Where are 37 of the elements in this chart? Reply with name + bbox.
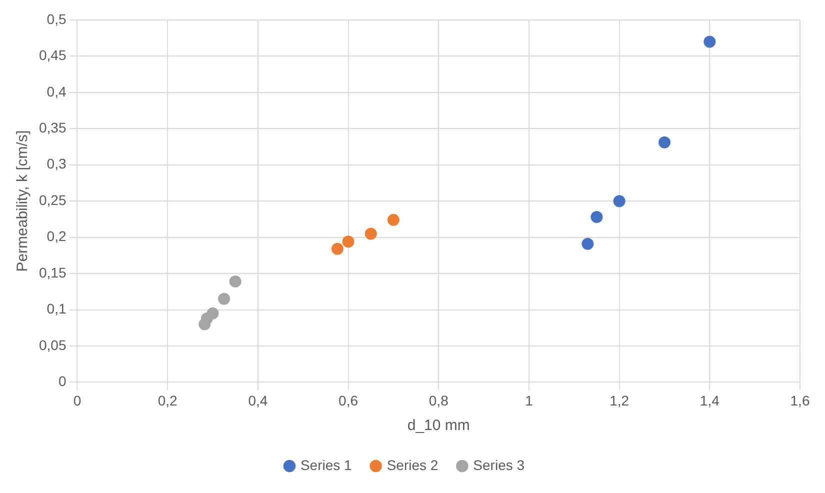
point bbox=[364, 228, 377, 240]
legend-label: Series 3 bbox=[473, 456, 525, 473]
point bbox=[658, 136, 670, 148]
y-tick-label: 0,15 bbox=[39, 264, 66, 280]
legend-label: Series 1 bbox=[300, 456, 352, 473]
y-tick-label: 0,35 bbox=[39, 120, 66, 136]
point bbox=[218, 292, 230, 305]
point bbox=[613, 195, 626, 208]
x-tick-label: 1,2 bbox=[610, 392, 630, 408]
point bbox=[582, 238, 594, 250]
y-tick-label: 0,45 bbox=[39, 47, 66, 64]
x-tick-label: 0,8 bbox=[428, 392, 449, 408]
x-tick-label: 0 bbox=[73, 392, 82, 408]
point bbox=[704, 36, 716, 48]
y-tick-label: 0,25 bbox=[39, 192, 66, 208]
point bbox=[331, 242, 344, 255]
y-tick-label: 0,5 bbox=[46, 10, 66, 27]
x-tick-label: 0,4 bbox=[248, 392, 268, 408]
y-tick-label: 0,3 bbox=[46, 156, 66, 172]
y-tick-label: 0,2 bbox=[46, 228, 66, 244]
x-tick-label: 1,4 bbox=[700, 392, 720, 408]
point bbox=[206, 307, 219, 320]
legend-label: Series 2 bbox=[386, 456, 438, 473]
x-tick-label: 1 bbox=[525, 392, 534, 408]
y-tick-label: 0,05 bbox=[39, 336, 66, 353]
y-tick-label: 0 bbox=[58, 373, 66, 390]
point bbox=[342, 236, 354, 248]
point bbox=[229, 276, 242, 288]
point bbox=[387, 214, 400, 226]
x-tick-label: 0,6 bbox=[338, 392, 358, 408]
x-tick-label: 0,2 bbox=[158, 392, 178, 408]
y-axis-title: Permeability, k [cm/s] bbox=[14, 130, 32, 272]
x-axis-title: d_10 mm bbox=[407, 417, 470, 434]
y-tick-label: 0,1 bbox=[46, 300, 66, 317]
point bbox=[590, 211, 603, 224]
x-tick-label: 1,6 bbox=[790, 392, 810, 408]
y-tick-label: 0,4 bbox=[46, 83, 66, 100]
